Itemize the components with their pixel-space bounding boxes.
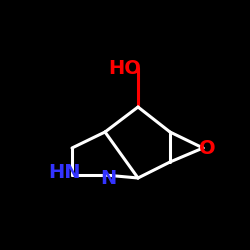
Text: HN: HN [49, 162, 81, 182]
Text: HO: HO [108, 58, 142, 78]
Text: N: N [100, 168, 116, 188]
Text: O: O [199, 138, 215, 158]
